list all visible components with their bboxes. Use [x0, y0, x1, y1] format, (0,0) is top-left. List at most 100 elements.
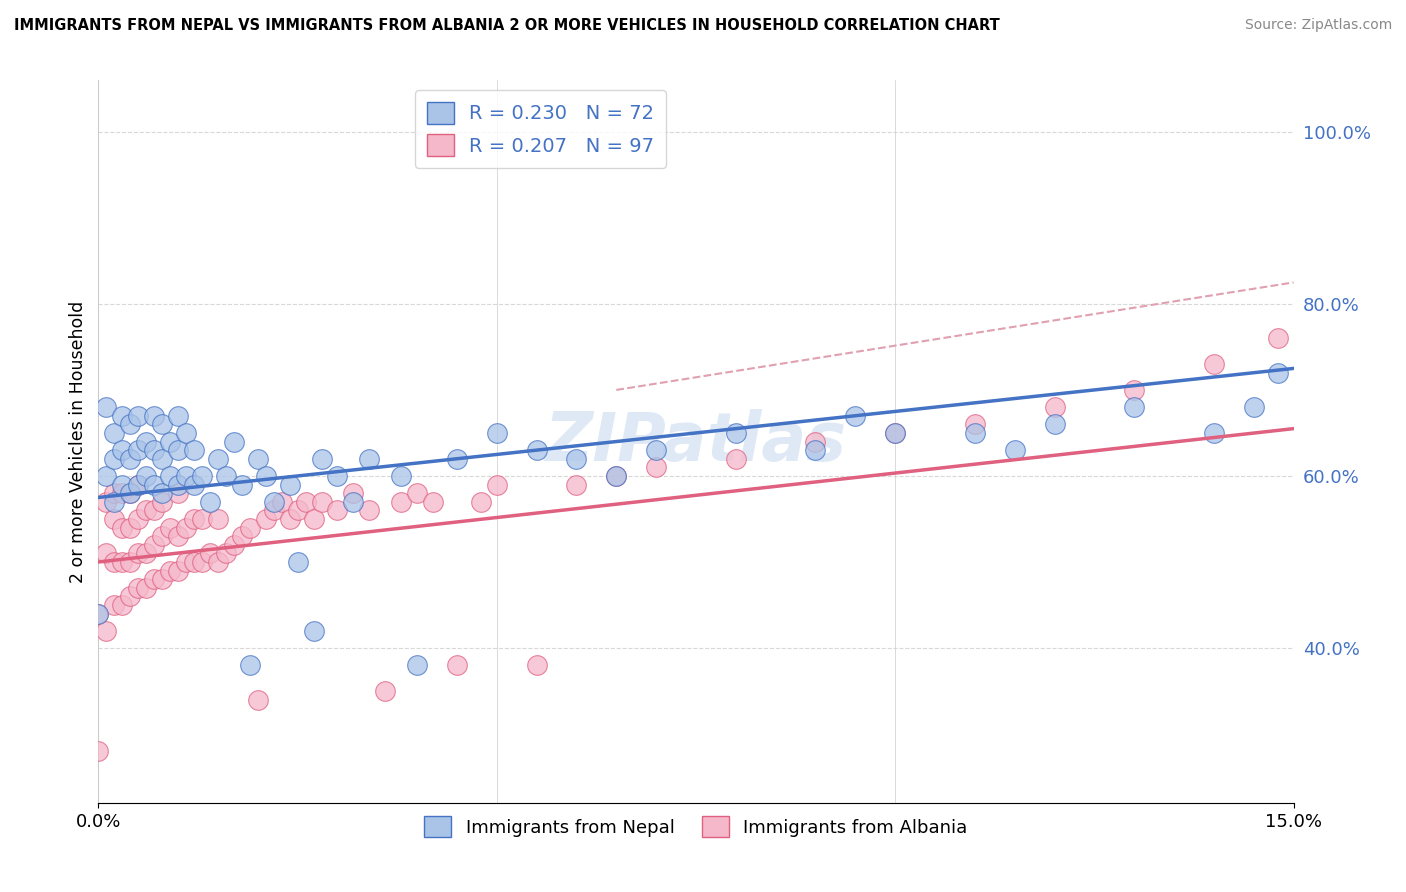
Point [111, 598, 134, 612]
Text: Source: ZipAtlas.com: Source: ZipAtlas.com [1244, 18, 1392, 32]
Point [278, 512, 301, 526]
Point [311, 451, 333, 466]
Point [1202, 425, 1225, 440]
Point [167, 529, 190, 543]
Point [167, 477, 190, 491]
Point [120, 555, 142, 569]
Point [127, 409, 149, 423]
Point [135, 581, 157, 595]
Point [135, 469, 157, 483]
Point [103, 486, 125, 500]
Point [127, 512, 149, 526]
Point [1004, 443, 1026, 458]
Point [326, 469, 349, 483]
Point [246, 451, 269, 466]
Point [406, 658, 429, 673]
Point [143, 477, 166, 491]
Point [135, 434, 157, 449]
Point [278, 477, 301, 491]
Point [120, 486, 142, 500]
Point [111, 443, 134, 458]
Point [526, 443, 548, 458]
Point [222, 434, 245, 449]
Point [191, 512, 214, 526]
Point [1243, 400, 1265, 414]
Point [804, 434, 827, 449]
Point [359, 503, 381, 517]
Point [207, 555, 229, 569]
Point [159, 520, 181, 534]
Point [804, 443, 827, 458]
Point [150, 572, 173, 586]
Point [302, 624, 325, 638]
Point [231, 477, 253, 491]
Point [470, 494, 492, 508]
Point [389, 469, 412, 483]
Point [884, 425, 907, 440]
Point [103, 425, 125, 440]
Point [167, 409, 190, 423]
Point [724, 425, 747, 440]
Point [183, 512, 205, 526]
Point [143, 443, 166, 458]
Point [111, 555, 134, 569]
Point [605, 469, 627, 483]
Y-axis label: 2 or more Vehicles in Household: 2 or more Vehicles in Household [69, 301, 87, 582]
Point [231, 529, 253, 543]
Point [1202, 357, 1225, 371]
Point [150, 486, 173, 500]
Point [96, 546, 118, 560]
Point [127, 581, 149, 595]
Point [485, 425, 508, 440]
Point [191, 469, 214, 483]
Point [127, 477, 149, 491]
Point [207, 512, 229, 526]
Point [1043, 400, 1066, 414]
Point [167, 564, 190, 578]
Point [96, 624, 118, 638]
Point [150, 451, 173, 466]
Point [389, 494, 412, 508]
Point [645, 460, 668, 475]
Point [103, 451, 125, 466]
Point [645, 443, 668, 458]
Point [143, 503, 166, 517]
Point [143, 538, 166, 552]
Point [111, 486, 134, 500]
Text: ZIPatlas: ZIPatlas [546, 409, 846, 475]
Point [287, 503, 309, 517]
Point [198, 546, 221, 560]
Point [191, 555, 214, 569]
Point [135, 503, 157, 517]
Point [96, 469, 118, 483]
Point [1043, 417, 1066, 432]
Point [87, 607, 110, 621]
Point [143, 409, 166, 423]
Point [103, 512, 125, 526]
Point [103, 555, 125, 569]
Point [127, 546, 149, 560]
Point [127, 477, 149, 491]
Point [120, 486, 142, 500]
Point [159, 434, 181, 449]
Point [246, 692, 269, 706]
Point [167, 486, 190, 500]
Point [294, 494, 316, 508]
Point [374, 684, 396, 698]
Point [135, 546, 157, 560]
Point [1267, 331, 1289, 345]
Point [239, 520, 262, 534]
Point [96, 494, 118, 508]
Point [183, 555, 205, 569]
Point [1123, 400, 1146, 414]
Point [103, 598, 125, 612]
Point [174, 555, 197, 569]
Point [111, 409, 134, 423]
Point [159, 564, 181, 578]
Point [963, 417, 986, 432]
Point [406, 486, 429, 500]
Point [167, 443, 190, 458]
Point [87, 607, 110, 621]
Point [120, 590, 142, 604]
Point [120, 417, 142, 432]
